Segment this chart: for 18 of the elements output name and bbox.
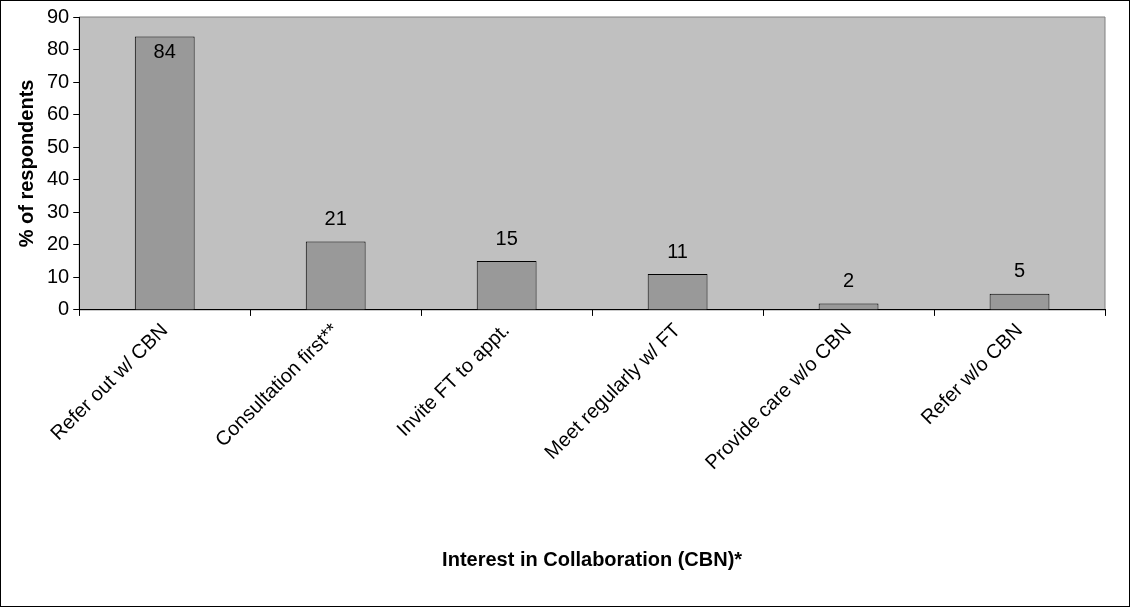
y-tick-label: 20 [47,232,70,255]
y-tick-label: 0 [58,297,70,320]
data-label: 2 [843,268,855,291]
data-label: 84 [153,40,176,63]
y-tick-label: 50 [47,134,70,157]
y-tick-label: 60 [47,102,70,125]
y-tick-label: 80 [47,37,70,60]
y-axis-title: % of respondents [14,79,37,248]
y-tick-label: 40 [47,167,70,190]
x-axis-title: Interest in Collaboration (CBN)* [442,547,743,570]
y-tick-label: 70 [47,69,70,92]
data-label: 21 [324,207,347,230]
y-tick-label: 10 [47,264,70,287]
y-tick-label: 90 [47,4,70,27]
y-tick-label: 30 [47,199,70,222]
data-label: 5 [1013,259,1026,282]
data-label: 15 [495,226,518,249]
data-label: 11 [667,239,688,262]
